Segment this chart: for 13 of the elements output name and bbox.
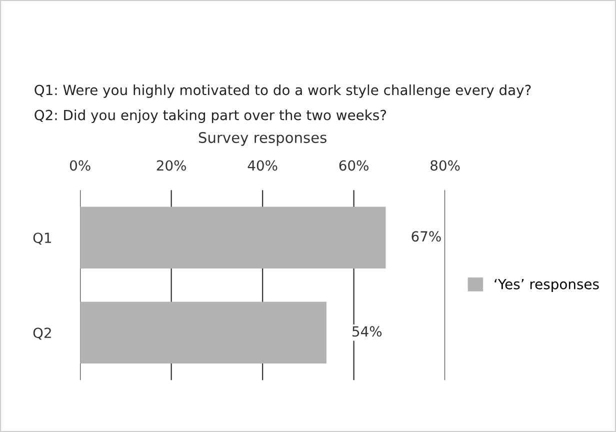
legend-label: ‘Yes’ responses [494, 279, 599, 292]
x-tick-label: 20% [156, 160, 186, 171]
y-tick-label: Q2 [33, 328, 51, 340]
x-tick-label: 60% [339, 160, 368, 171]
y-tick-label: Q1 [33, 232, 52, 245]
text: Q1: Were you highly motivated to do a work style challenge every day? [34, 84, 531, 98]
data-label: 54% [352, 326, 382, 337]
data-label: 67% [412, 231, 441, 242]
chart-title: Survey responses [198, 132, 326, 146]
text: Q2: Did you enjoy taking part over the two weeks? [34, 110, 386, 123]
x-tick-label: 80% [430, 160, 460, 171]
x-tick-label: 40% [248, 160, 278, 171]
x-tick-label: 0% [70, 160, 90, 171]
